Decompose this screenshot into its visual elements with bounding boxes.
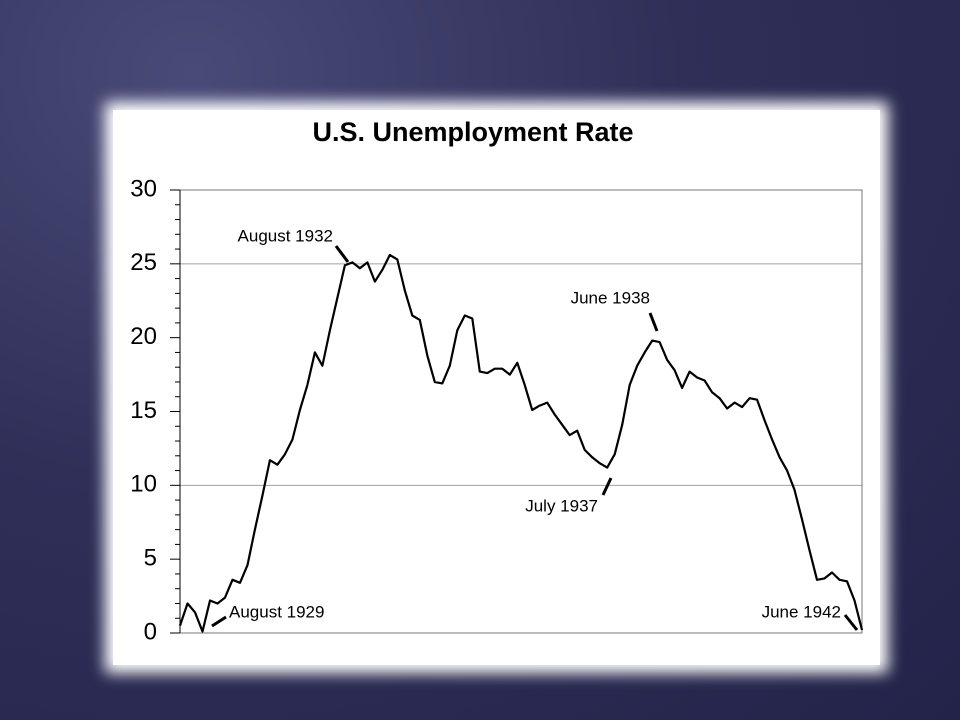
annotation-leader — [648, 312, 659, 332]
chart-panel — [113, 110, 880, 665]
y-tick-label: 20 — [130, 323, 157, 350]
y-tick-label: 10 — [130, 471, 157, 498]
annotation: June 1938 — [571, 288, 650, 307]
annotation-leader — [334, 245, 350, 263]
annotation-leader — [843, 614, 859, 631]
annotation-leader — [601, 477, 613, 496]
y-tick-label: 0 — [144, 618, 157, 645]
y-tick-label: 5 — [144, 545, 157, 572]
y-tick-label: 25 — [130, 249, 157, 276]
y-tick-label: 30 — [130, 175, 157, 202]
annotation: July 1937 — [525, 496, 598, 515]
data-line — [178, 253, 864, 633]
annotation: August 1932 — [238, 226, 333, 245]
annotation: June 1942 — [762, 602, 841, 621]
chart-title: U.S. Unemployment Rate — [312, 117, 633, 147]
annotation: August 1929 — [229, 602, 324, 621]
plot-frame — [179, 189, 863, 634]
annotation-leader — [211, 615, 227, 628]
y-tick-label: 15 — [130, 397, 157, 424]
